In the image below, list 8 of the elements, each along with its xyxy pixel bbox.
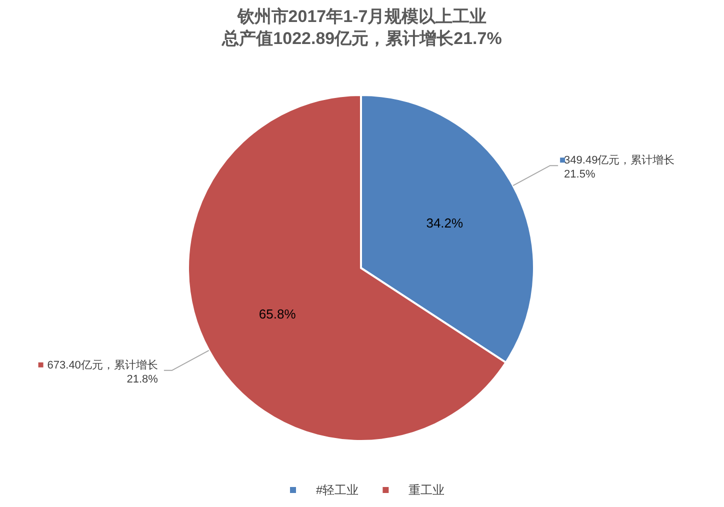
- data-label: 65.8%: [258, 306, 296, 322]
- chart-subtitle: 总产值1022.89亿元，累计增长21.7%: [221, 29, 502, 48]
- chart-title: 钦州市2017年1-7月规模以上工业: [236, 7, 487, 26]
- legend-label: 重工业: [408, 483, 445, 497]
- text: 673.40亿元，累计增长 21.8%: [47, 358, 158, 386]
- data-label: 34.2%: [426, 216, 464, 231]
- legend-label: #轻工业: [316, 483, 359, 497]
- text: 349.49亿元，累计增长 21.5%: [564, 154, 675, 181]
